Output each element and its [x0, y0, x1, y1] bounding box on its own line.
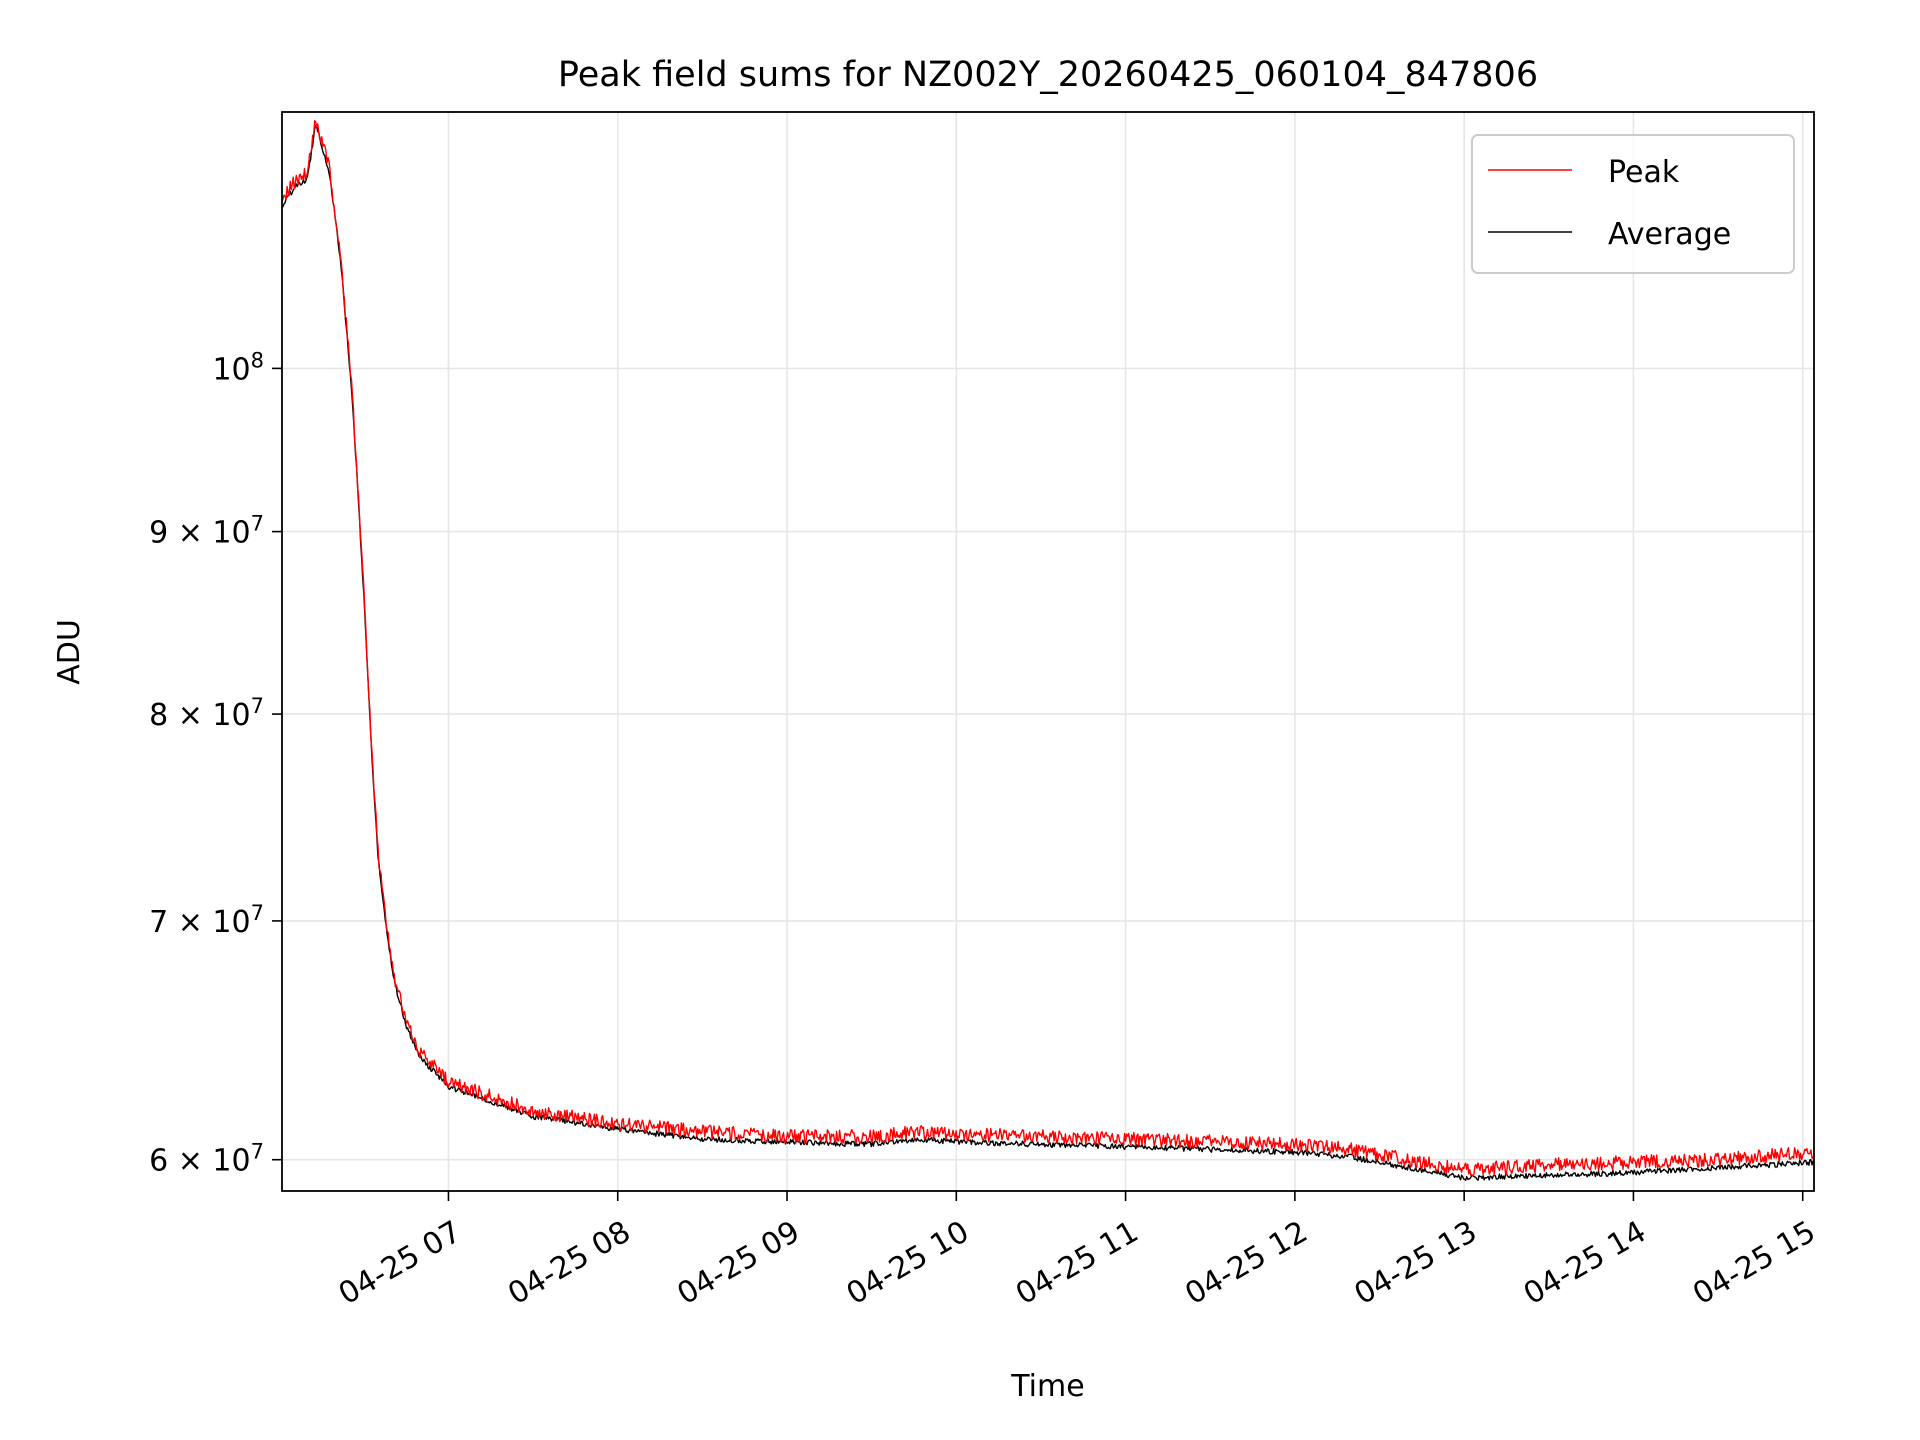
y-tick-label: 108 [212, 348, 264, 387]
legend: Peak Average [1471, 134, 1795, 274]
series-line-peak [281, 120, 1815, 1177]
y-tick-label: 7 × 107 [149, 901, 264, 940]
chart-title: Peak field sums for NZ002Y_20260425_0601… [558, 55, 1538, 95]
grid-lines [282, 112, 1814, 1191]
series-layer [281, 120, 1815, 1181]
plot-frame [281, 111, 1815, 1192]
y-axis-label: ADU [52, 619, 87, 685]
y-tick-label: 8 × 107 [149, 694, 264, 733]
x-axis-label: Time [1010, 1369, 1084, 1404]
y-axis-ticks: 108 9 × 107 8 × 107 7 × 107 6 × 107 [149, 348, 282, 1179]
y-tick-label: 9 × 107 [149, 512, 264, 551]
legend-label-peak: Peak [1608, 155, 1680, 190]
series-line-average [281, 124, 1815, 1181]
y-tick-label: 6 × 107 [149, 1140, 264, 1179]
legend-label-average: Average [1608, 217, 1731, 252]
